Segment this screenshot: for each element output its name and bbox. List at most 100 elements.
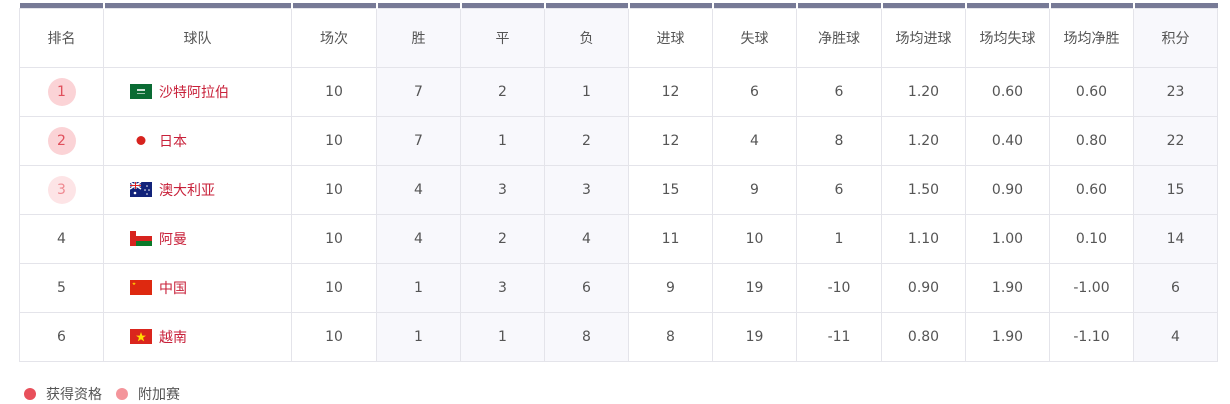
team-name[interactable]: 越南 [159, 330, 187, 346]
legend-dot-playoff [116, 388, 128, 400]
table-row[interactable]: 4 阿曼 10 4 2 4 11 10 1 1.10 1.00 0.10 14 [19, 214, 1218, 264]
legend-label-playoff: 附加赛 [138, 387, 180, 403]
stat-cell: 3 [460, 165, 545, 215]
oman-flag-icon [130, 231, 152, 246]
team-cell[interactable]: 中国 [103, 263, 292, 313]
stat-cell: 6 [712, 67, 797, 117]
stat-cell: 3 [544, 165, 629, 215]
stat-cell: -11 [796, 312, 882, 362]
stat-cell: 9 [712, 165, 797, 215]
rank-cell: 1 [19, 67, 104, 117]
stat-cell: 6 [796, 165, 882, 215]
legend: 获得资格 附加赛 [24, 384, 194, 404]
stat-cell: 1 [376, 312, 461, 362]
stat-cell: 8 [628, 312, 713, 362]
stat-cell: 0.90 [881, 263, 966, 313]
team-cell[interactable]: 沙特阿拉伯 [103, 67, 292, 117]
rank-cell: 6 [19, 312, 104, 362]
stat-cell: 1.20 [881, 67, 966, 117]
team-cell[interactable]: 阿曼 [103, 214, 292, 264]
rank-badge: 6 [57, 329, 66, 345]
stat-cell: 1 [460, 312, 545, 362]
stat-cell: -10 [796, 263, 882, 313]
team-cell[interactable]: 日本 [103, 116, 292, 166]
stat-cell: 12 [628, 67, 713, 117]
column-header: 净胜球 [796, 8, 882, 68]
stat-cell: 14 [1133, 214, 1218, 264]
column-header: 场均净胜 [1049, 8, 1134, 68]
rank-badge: 4 [57, 231, 66, 247]
stat-cell: 9 [628, 263, 713, 313]
stat-cell: 1.50 [881, 165, 966, 215]
rank-badge: 2 [47, 127, 76, 155]
stat-cell: 6 [796, 67, 882, 117]
team-cell[interactable]: 澳大利亚 [103, 165, 292, 215]
stat-cell: 7 [376, 116, 461, 166]
stat-cell: 10 [291, 165, 377, 215]
stat-cell: 2 [544, 116, 629, 166]
stat-cell: 1.20 [881, 116, 966, 166]
stat-cell: 0.60 [1049, 165, 1134, 215]
stat-cell: 1.90 [965, 263, 1050, 313]
stat-cell: 4 [1133, 312, 1218, 362]
stat-cell: 2 [460, 67, 545, 117]
table-row[interactable]: 2 日本 10 7 1 2 12 4 8 1.20 0.40 0.80 22 [19, 116, 1218, 166]
column-header: 积分 [1133, 8, 1218, 68]
stat-cell: 6 [1133, 263, 1218, 313]
team-name[interactable]: 阿曼 [159, 232, 187, 248]
team-name[interactable]: 澳大利亚 [159, 183, 215, 199]
column-header: 平 [460, 8, 545, 68]
stat-cell: 23 [1133, 67, 1218, 117]
stat-cell: 22 [1133, 116, 1218, 166]
column-header: 球队 [103, 8, 292, 68]
stat-cell: 0.40 [965, 116, 1050, 166]
stat-cell: 1 [796, 214, 882, 264]
team-cell[interactable]: 越南 [103, 312, 292, 362]
column-header: 负 [544, 8, 629, 68]
team-name[interactable]: 中国 [159, 281, 187, 297]
stat-cell: 4 [376, 165, 461, 215]
rank-cell: 5 [19, 263, 104, 313]
column-header: 排名 [19, 8, 104, 68]
china-flag-icon [130, 280, 152, 295]
stat-cell: 0.60 [965, 67, 1050, 117]
stat-cell: 10 [291, 312, 377, 362]
stat-cell: 15 [628, 165, 713, 215]
table-row[interactable]: 3 澳大利亚 10 4 3 3 15 9 6 1.50 0.90 0.60 15 [19, 165, 1218, 215]
team-name[interactable]: 沙特阿拉伯 [159, 85, 229, 101]
stat-cell: 10 [291, 67, 377, 117]
legend-dot-qualified [24, 388, 36, 400]
stat-cell: 1.10 [881, 214, 966, 264]
stat-cell: 0.90 [965, 165, 1050, 215]
stat-cell: 7 [376, 67, 461, 117]
stat-cell: 8 [544, 312, 629, 362]
column-header: 胜 [376, 8, 461, 68]
header-bar [19, 3, 1218, 9]
japan-flag-icon [130, 133, 152, 148]
stat-cell: 4 [376, 214, 461, 264]
stat-cell: 0.80 [1049, 116, 1134, 166]
vietnam-flag-icon [130, 329, 152, 344]
standings-table: 排名 球队 场次胜平负进球 失球 净胜球 场均进球 场均失球 场均净胜 积分 1 沙特阿拉伯 10 7… [19, 3, 1218, 362]
stat-cell: 1 [544, 67, 629, 117]
stat-cell: 15 [1133, 165, 1218, 215]
stat-cell: 1.90 [965, 312, 1050, 362]
stat-cell: 4 [544, 214, 629, 264]
table-row[interactable]: 1 沙特阿拉伯 10 7 2 1 12 6 6 1.20 0.60 0.60 23 [19, 67, 1218, 117]
rank-cell: 4 [19, 214, 104, 264]
table-row[interactable]: 5 中国 10 1 3 6 9 19 -10 0.90 1.90 -1.00 6 [19, 263, 1218, 313]
rank-badge: 1 [47, 78, 76, 106]
rank-badge: 3 [47, 176, 76, 204]
stat-cell: 8 [796, 116, 882, 166]
stat-cell: 10 [291, 214, 377, 264]
team-name[interactable]: 日本 [159, 134, 187, 150]
stat-cell: -1.00 [1049, 263, 1134, 313]
stat-cell: 19 [712, 312, 797, 362]
stat-cell: 0.10 [1049, 214, 1134, 264]
header-row: 排名 球队 场次胜平负进球 失球 净胜球 场均进球 场均失球 场均净胜 积分 [19, 8, 1218, 68]
column-header: 失球 [712, 8, 797, 68]
stat-cell: 0.80 [881, 312, 966, 362]
stat-cell: 12 [628, 116, 713, 166]
stat-cell: 10 [712, 214, 797, 264]
table-row[interactable]: 6 越南 10 1 1 8 8 19 -11 0.80 1.90 -1.10 4 [19, 312, 1218, 362]
